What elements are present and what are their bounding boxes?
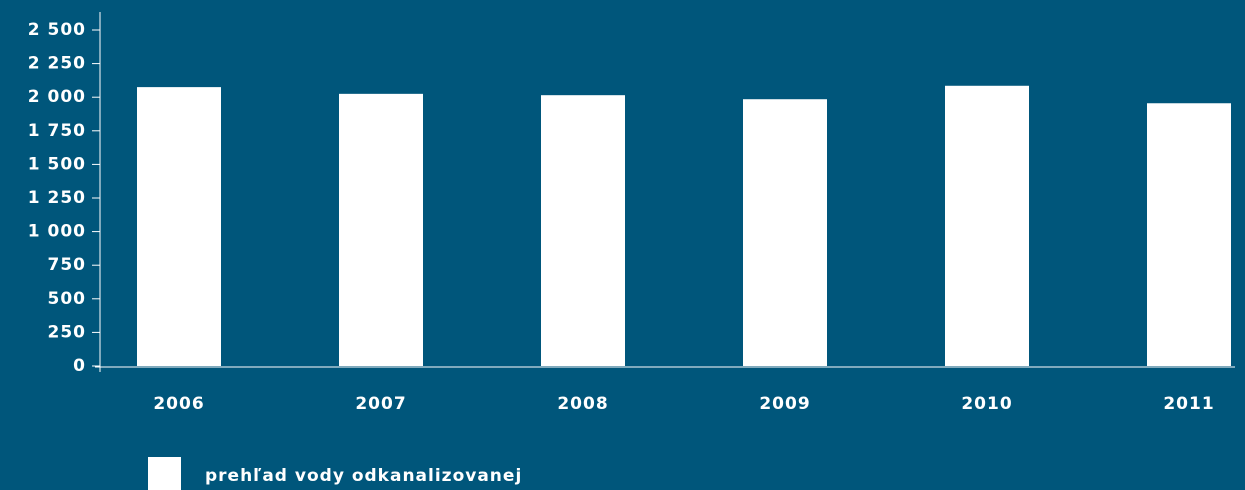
x-tick-label: 2011 (1163, 394, 1214, 414)
y-tick-label: 2 000 (28, 87, 86, 107)
x-tick-label: 2009 (759, 394, 810, 414)
bar (743, 99, 827, 366)
bar (137, 87, 221, 367)
y-tick-label: 250 (48, 322, 87, 342)
y-tick-label: 2 500 (28, 20, 86, 40)
x-tick-label: 2007 (355, 394, 406, 414)
y-tick-label: 1 750 (28, 121, 86, 141)
bar (541, 95, 625, 367)
legend-label: prehľad vody odkanalizovanej (205, 466, 522, 486)
y-tick-label: 0 (73, 356, 86, 376)
y-tick-label: 1 500 (28, 154, 86, 174)
y-tick-label: 1 000 (28, 222, 86, 242)
y-tick-label: 500 (48, 289, 87, 309)
y-tick-label: 1 250 (28, 188, 86, 208)
y-tick-label: 2 250 (28, 54, 86, 74)
bar (945, 85, 1029, 366)
bar (1147, 103, 1231, 367)
x-tick-label: 2010 (961, 394, 1012, 414)
bar (339, 93, 423, 366)
x-tick-label: 2006 (153, 394, 204, 414)
x-tick-label: 2008 (557, 394, 608, 414)
y-tick-label: 750 (48, 255, 87, 275)
legend-swatch (148, 457, 181, 490)
